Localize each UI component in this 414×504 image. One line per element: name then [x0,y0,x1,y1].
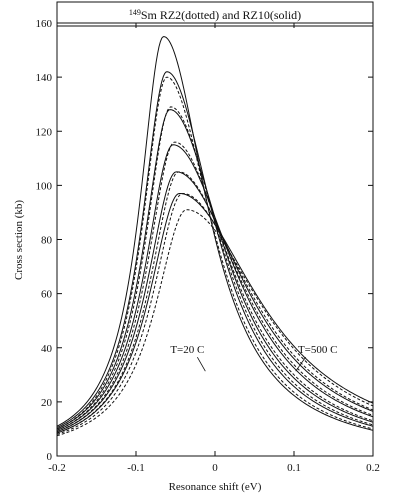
y-tick-label: 80 [41,235,53,247]
title-superscript: 149 [129,8,141,17]
y-tick-label: 140 [36,72,53,84]
rz2-dotted-curve-7 [56,106,374,431]
chart-title: 149Sm RZ2(dotted) and RZ10(solid) [129,8,301,22]
rz10-solid-curve-3 [56,144,374,431]
annotation-label: T=20 C [170,344,204,356]
rz2-dotted-curve-10 [56,193,374,435]
x-tick-label: 0 [212,462,218,474]
x-tick-label: 0.2 [366,462,380,474]
x-tick-label: -0.1 [127,462,144,474]
annotation-label: T=500 C [298,344,338,356]
y-tick-label: 160 [36,18,53,30]
rz10-solid-curve-0 [56,36,374,431]
y-tick-label: 40 [41,343,53,355]
y-tick-label: 120 [36,126,53,138]
rz2-dotted-curve-8 [56,141,374,433]
rz10-solid-curve-2 [56,109,374,430]
x-tick-label: 0.1 [287,462,301,474]
x-tick-label: -0.2 [48,462,65,474]
annotation-leader [197,356,206,372]
rz2-dotted-curve-11 [56,209,374,437]
rz10-solid-curve-1 [56,71,374,429]
x-axis-label: Resonance shift (eV) [169,481,262,493]
y-tick-label: 20 [41,397,53,409]
rz2-dotted-curve-9 [56,171,374,434]
y-tick-label: 100 [36,180,53,192]
annotations-group: T=20 C T=500 C [170,344,338,372]
axis-ticks: -0.2 -0.1 0 0.1 0.2 0 20 40 60 80 100 120 140 160 [36,18,380,474]
curves-group [56,36,374,437]
title-main: Sm RZ2(dotted) and RZ10(solid) [141,8,301,22]
y-tick-label: 0 [47,451,53,463]
y-tick-label: 60 [41,289,53,301]
annotation-leader [295,356,307,372]
y-axis-label: Cross section (kb) [13,200,25,280]
